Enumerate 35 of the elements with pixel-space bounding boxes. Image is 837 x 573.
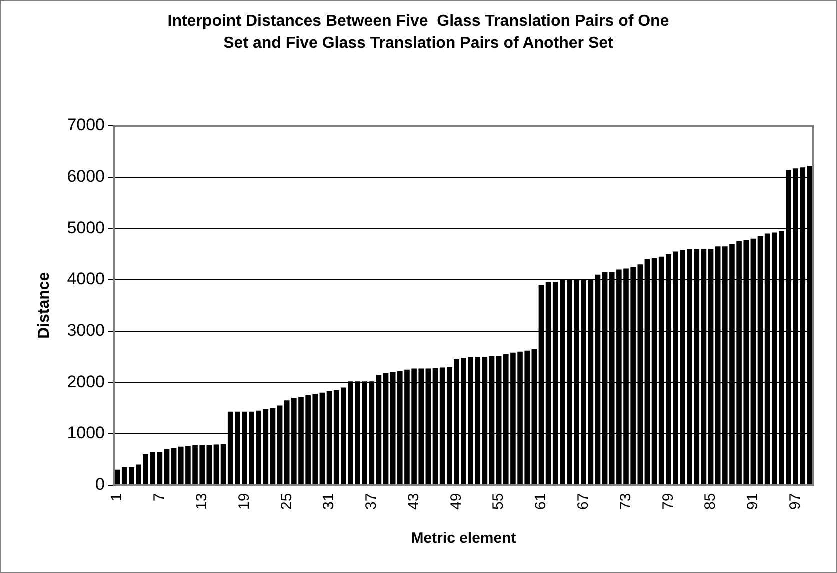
- y-tick-label: 4000: [67, 270, 106, 289]
- x-tick-label: 79: [660, 493, 677, 510]
- x-tick-label: 43: [405, 493, 422, 510]
- x-tick-label: 73: [617, 493, 634, 510]
- x-tick-label: 91: [744, 493, 762, 510]
- x-tick-label: 31: [320, 493, 338, 510]
- x-tick-label: 1: [108, 493, 126, 502]
- x-tick-label: 19: [236, 493, 253, 510]
- x-tick-label: 61: [532, 493, 550, 510]
- bar: [114, 470, 120, 485]
- bar: [206, 445, 212, 485]
- y-tick-label: 3000: [67, 321, 106, 340]
- x-tick-label: 49: [448, 493, 465, 510]
- bar: [220, 444, 226, 485]
- y-tick-label: 5000: [67, 218, 106, 238]
- chart-title: Interpoint Distances Between Five Glass Translation Pairs of One Set and Five Glass Translation Pairs of Another Set: [166, 12, 670, 54]
- x-tick-label: 37: [363, 493, 380, 510]
- y-axis-title: Distance: [36, 272, 54, 340]
- x-tick-label: 55: [490, 493, 508, 510]
- x-tick-label: 13: [193, 493, 210, 510]
- y-tick-label: 1000: [67, 424, 106, 443]
- x-tick-label: 85: [702, 493, 720, 510]
- bar: [164, 449, 170, 485]
- x-tick-label: 7: [151, 493, 168, 502]
- x-axis-title: Metric element: [411, 530, 516, 548]
- y-tick-label: 2000: [67, 372, 106, 392]
- y-tick-label: 7000: [67, 116, 106, 135]
- x-tick-label: 25: [278, 493, 296, 510]
- bar: [171, 448, 177, 485]
- x-tick-label: 97: [786, 493, 804, 510]
- y-tick-label: 0: [96, 475, 106, 494]
- bar: [214, 444, 220, 485]
- y-tick-label: 6000: [67, 167, 106, 186]
- x-tick-label: 67: [575, 493, 592, 510]
- bar: [157, 452, 163, 485]
